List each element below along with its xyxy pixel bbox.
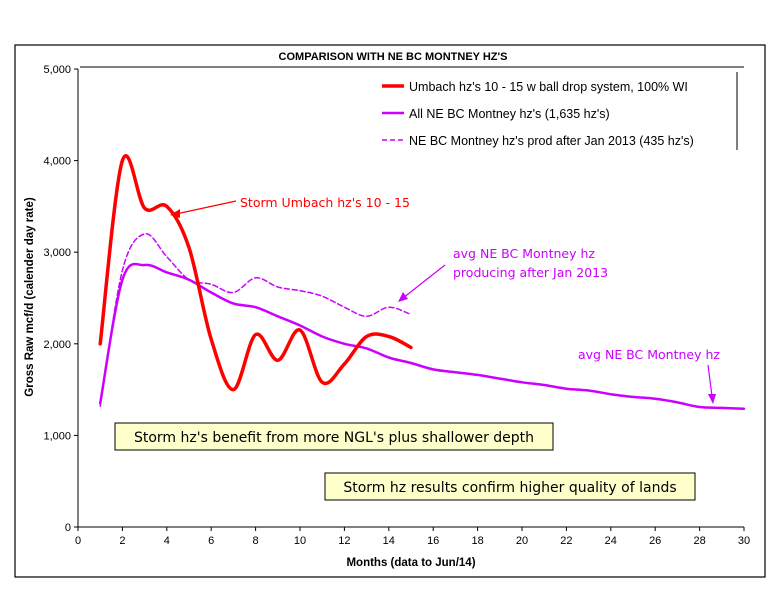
- x-tick-label: 8: [253, 535, 259, 547]
- x-tick-label: 22: [560, 535, 572, 547]
- callout-quality-text: Storm hz results confirm higher quality …: [343, 480, 676, 496]
- series-line-umbach: [98, 154, 413, 392]
- chart-title: COMPARISON WITH NE BC MONTNEY HZ'S: [279, 51, 508, 63]
- x-tick-label: 10: [294, 535, 306, 547]
- annotation-avg-montney-arrowhead: [708, 394, 716, 404]
- legend-label-umbach: Umbach hz's 10 - 15 w ball drop system, …: [409, 80, 688, 94]
- y-tick-label: 1,000: [43, 430, 71, 442]
- series-lines: [98, 154, 746, 411]
- annotation-avg-montney-text: avg NE BC Montney hz: [578, 347, 720, 362]
- x-tick-label: 2: [119, 535, 125, 547]
- annotation-after-2013: avg NE BC Montney hz producing after Jan…: [398, 246, 608, 302]
- callout-quality-box: [324, 472, 696, 501]
- x-axis-title: Months (data to Jun/14): [346, 557, 475, 569]
- annotation-after-2013-arrow: [402, 264, 446, 299]
- annotation-avg-montney-arrow: [707, 364, 713, 397]
- x-tick-label: 18: [471, 535, 483, 547]
- annotation-after-2013-line1: avg NE BC Montney hz: [453, 246, 595, 261]
- y-axis-title: Gross Raw mcf/d (calender day rate): [24, 197, 36, 397]
- legend-label-after-2013: NE BC Montney hz's prod after Jan 2013 (…: [409, 134, 694, 148]
- legend: Umbach hz's 10 - 15 w ball drop system, …: [382, 72, 738, 150]
- annotation-storm-umbach-text: Storm Umbach hz's 10 - 15: [240, 195, 410, 210]
- x-tick-label: 6: [208, 535, 214, 547]
- x-tick-label: 12: [338, 535, 350, 547]
- y-tick-label: 4,000: [43, 156, 71, 168]
- annotation-storm-umbach-arrowhead: [170, 209, 180, 218]
- y-tick-label: 2,000: [43, 339, 71, 351]
- callout-quality: Storm hz results confirm higher quality …: [324, 472, 696, 501]
- x-tick-label: 24: [605, 535, 617, 547]
- callout-ngl-text: Storm hz's benefit from more NGL's plus …: [134, 430, 534, 446]
- annotation-storm-umbach-arrow: [175, 200, 237, 215]
- x-tick-label: 0: [75, 535, 81, 547]
- y-tick-label: 5,000: [43, 64, 71, 76]
- y-tick-label: 3,000: [43, 247, 71, 259]
- annotation-avg-montney: avg NE BC Montney hz: [578, 347, 720, 404]
- y-tick-label: 0: [65, 522, 71, 534]
- x-tick-label: 26: [649, 535, 661, 547]
- x-tick-label: 30: [738, 535, 750, 547]
- annotation-after-2013-line2: producing after Jan 2013: [453, 265, 608, 280]
- x-tick-label: 16: [427, 535, 439, 547]
- callout-ngl-box: [114, 422, 554, 451]
- x-tick-label: 14: [383, 535, 395, 547]
- x-tick-label: 4: [164, 535, 170, 547]
- x-tick-label: 20: [516, 535, 528, 547]
- x-tick-label: 28: [693, 535, 705, 547]
- annotation-storm-umbach: Storm Umbach hz's 10 - 15: [170, 195, 410, 218]
- legend-label-all-montney: All NE BC Montney hz's (1,635 hz's): [409, 107, 610, 121]
- annotation-after-2013-arrowhead: [398, 292, 408, 302]
- callout-ngl: Storm hz's benefit from more NGL's plus …: [114, 422, 554, 451]
